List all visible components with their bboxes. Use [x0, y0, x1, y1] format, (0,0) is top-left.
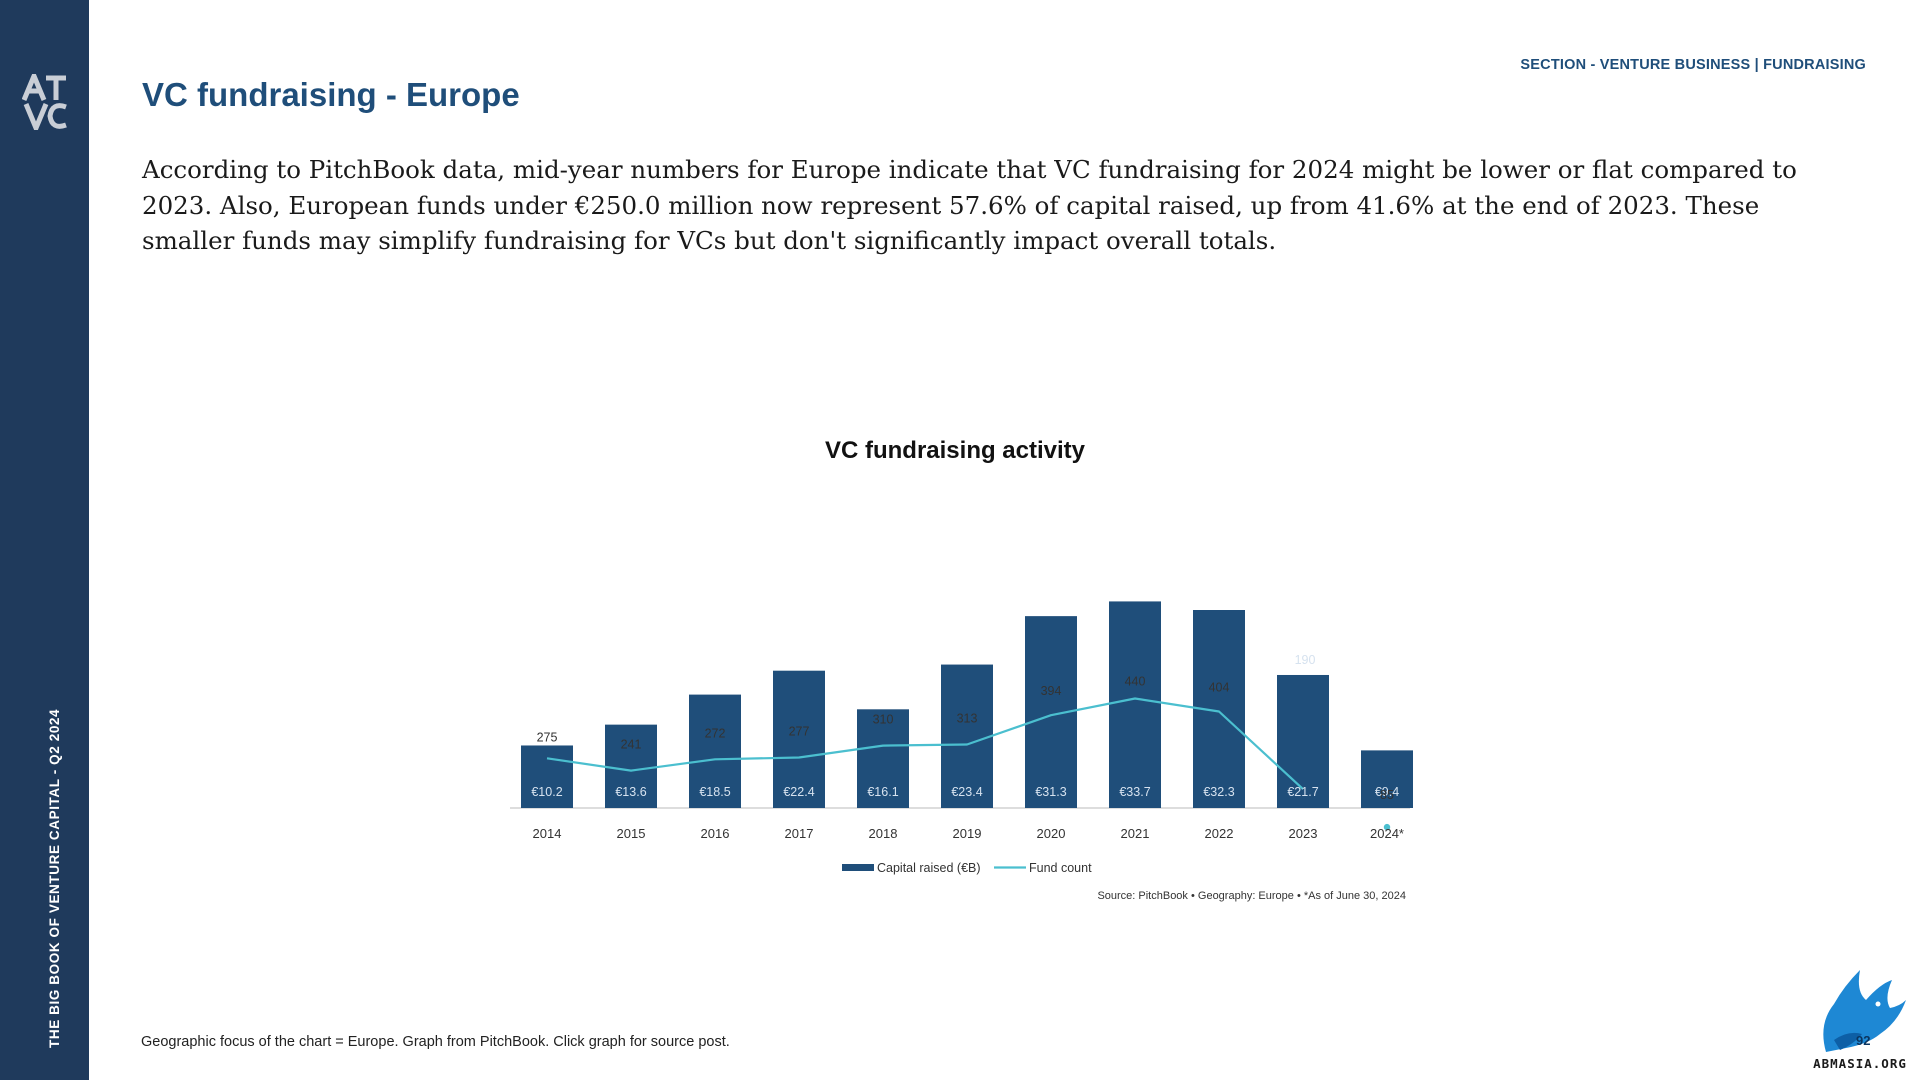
fund-count-label: 404	[1209, 681, 1230, 695]
bar-value-label: €22.4	[783, 785, 814, 799]
fund-count-label: 313	[957, 712, 978, 726]
bar-value-label: €9.4	[1375, 785, 1399, 799]
x-tick-label: 2024*	[1370, 826, 1404, 841]
chart-title: VC fundraising activity	[824, 437, 1086, 464]
fund-count-line	[546, 697, 1304, 790]
x-tick-label: 2015	[617, 826, 646, 841]
legend-label-fund-count: Fund count	[1029, 861, 1092, 875]
bar-2014	[521, 745, 573, 808]
bar-2017	[773, 670, 825, 808]
bar-value-label: €10.2	[531, 785, 562, 799]
x-tick-label: 2018	[869, 826, 898, 841]
fund-count-label: 394	[1041, 684, 1062, 698]
chart-source: Source: PitchBook • Geography: Europe • …	[1097, 890, 1406, 902]
bar-value-label: €16.1	[867, 785, 898, 799]
bar-2019	[941, 664, 993, 808]
fund-count-label: 275	[537, 730, 558, 744]
section-label: SECTION - VENTURE BUSINESS | FUNDRAISING	[1520, 57, 1866, 73]
bar-value-label: €13.6	[615, 785, 646, 799]
eagle-logo-icon: 92 ABMASIA.ORG	[1813, 970, 1907, 1071]
bar-value-label: €31.3	[1035, 785, 1066, 799]
bar-2016	[689, 694, 741, 808]
x-tick-label: 2022	[1205, 826, 1234, 841]
fund-count-label: 241	[621, 738, 642, 752]
legend-label-capital: Capital raised (€B)	[877, 861, 981, 875]
fund-count-label: 310	[873, 713, 894, 727]
bar-value-label: €18.5	[699, 785, 730, 799]
intro-paragraph: According to PitchBook data, mid-year nu…	[142, 155, 1797, 255]
fund-count-label: 272	[705, 726, 726, 740]
x-tick-label: 2019	[953, 826, 982, 841]
x-tick-label: 2020	[1037, 826, 1066, 841]
x-tick-label: 2017	[785, 826, 814, 841]
bar-2015	[605, 724, 657, 808]
x-tick-label: 2014	[533, 826, 562, 841]
atvc-logo-icon	[22, 74, 67, 130]
badge-page-number: 92	[1856, 1033, 1870, 1048]
bar-value-label: €33.7	[1119, 785, 1150, 799]
fund-count-label: 85	[1380, 788, 1394, 802]
sidebar-vertical-title: THE BIG BOOK OF VENTURE CAPITAL - Q2 202…	[47, 708, 62, 1048]
x-tick-label: 2021	[1121, 826, 1150, 841]
badge-site-text: ABMASIA.ORG	[1813, 1056, 1907, 1071]
fund-count-point-2024	[1383, 823, 1391, 831]
bar-2023	[1277, 674, 1329, 808]
fund-count-label: 277	[789, 725, 810, 739]
sidebar: THE BIG BOOK OF VENTURE CAPITAL - Q2 202…	[0, 0, 89, 1080]
x-tick-label: 2023	[1289, 826, 1318, 841]
footnote[interactable]: Geographic focus of the chart = Europe. …	[141, 1034, 730, 1050]
bar-value-label: €23.4	[951, 785, 982, 799]
page-title: VC fundraising - Europe	[142, 76, 520, 113]
bar-value-label: €21.7	[1287, 785, 1318, 799]
vc-fundraising-chart[interactable]: €10.2 2014 €13.6 2015 €18.5 2016 €22.4 2017 €16.…	[500, 500, 1420, 920]
fund-count-label: 440	[1125, 675, 1146, 689]
x-tick-label: 2016	[701, 826, 730, 841]
legend-swatch-capital	[842, 864, 874, 871]
bar-value-label: €32.3	[1203, 785, 1234, 799]
bar-2018	[857, 709, 909, 808]
bar-2021	[1109, 601, 1161, 808]
bar-2024	[1361, 750, 1413, 808]
fund-count-label: 190	[1295, 653, 1316, 667]
